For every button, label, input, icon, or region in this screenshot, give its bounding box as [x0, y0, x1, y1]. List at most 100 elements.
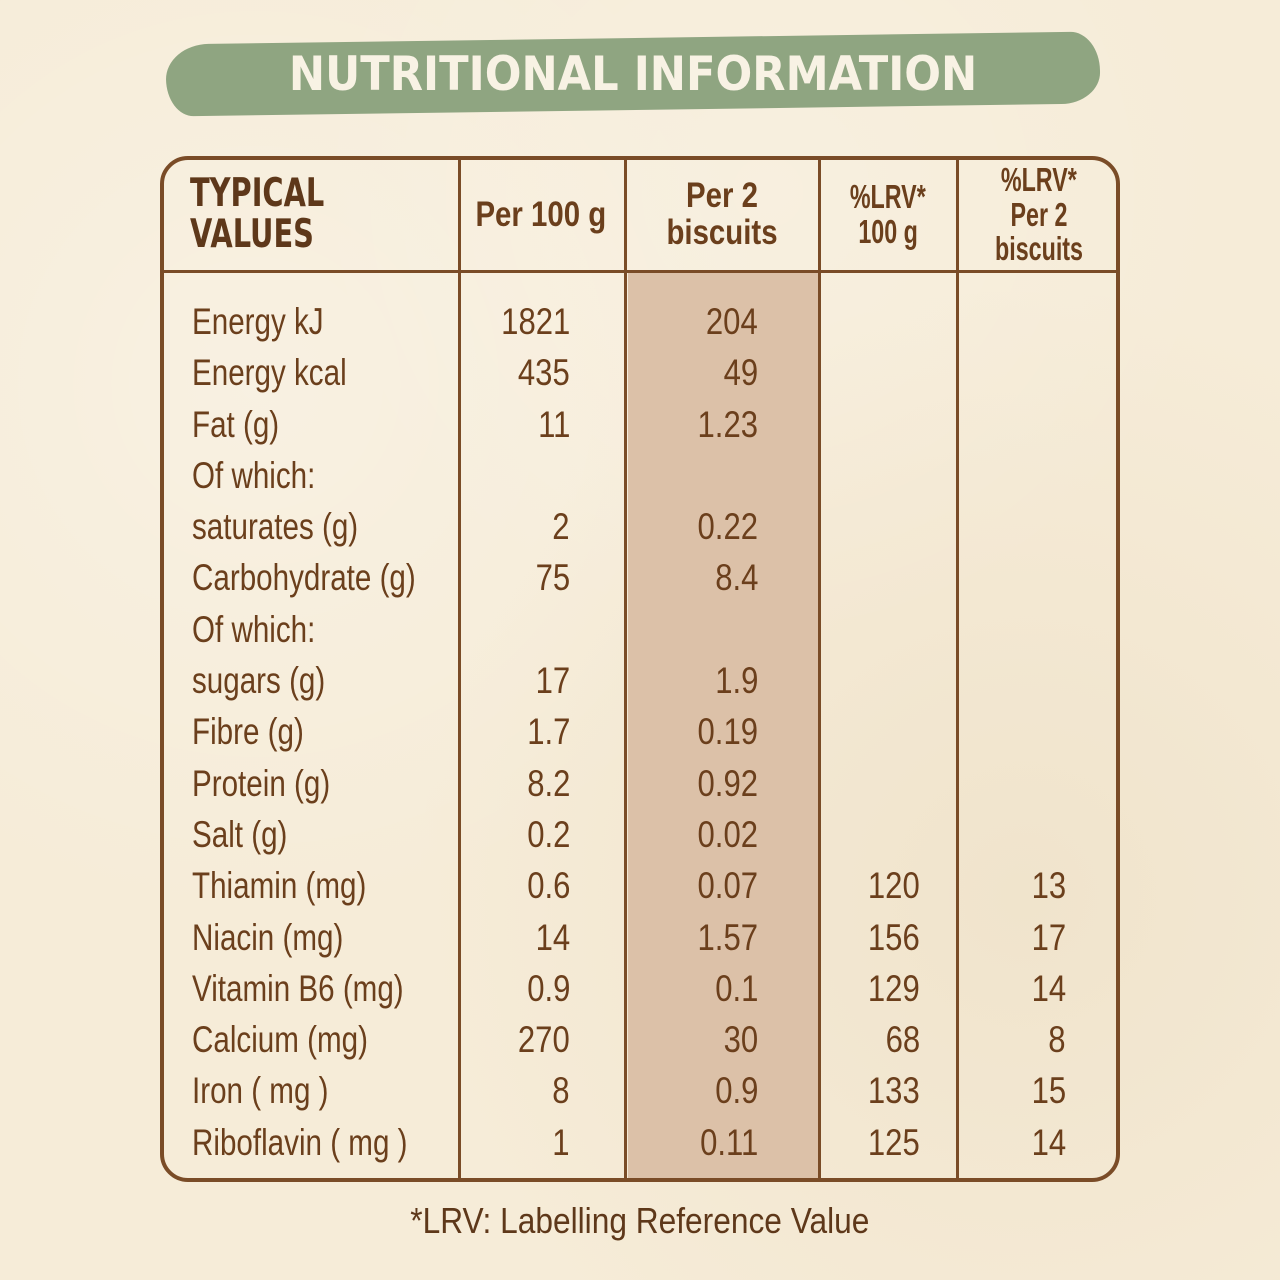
row-label: Niacin (mg) — [192, 916, 344, 958]
value-per-2-biscuits: 0.02 — [697, 813, 758, 855]
value-per-2-biscuits: 1.9 — [714, 660, 758, 702]
value-per-2-biscuits: 0.11 — [699, 1121, 758, 1163]
value-per-2-biscuits: 30 — [723, 1019, 758, 1061]
table-body: Energy kJ 1821 204 Energy kcal 435 49 Fat (g… — [164, 296, 1116, 1168]
row-label: saturates (g) — [192, 506, 359, 548]
value-lrv-100g: 68 — [885, 1019, 920, 1061]
value-lrv-per-2-biscuits: 13 — [1031, 865, 1066, 907]
row-label: Energy kJ — [192, 301, 324, 342]
value-per-2-biscuits: 49 — [723, 352, 758, 394]
row-label: Fat (g) — [192, 403, 280, 445]
value-per-100g: 0.2 — [526, 813, 570, 855]
row-label: Iron ( mg ) — [192, 1070, 329, 1112]
table-row: Thiamin (mg) 0.6 0.07 120 13 — [164, 860, 1116, 911]
value-lrv-100g: 129 — [868, 967, 920, 1009]
value-per-100g: 8 — [552, 1070, 570, 1112]
value-per-100g: 8.2 — [526, 762, 570, 804]
table-row: Fibre (g) 1.7 0.19 — [164, 706, 1116, 757]
value-per-100g: 435 — [518, 352, 570, 394]
table-row: Fat (g) 11 1.23 — [164, 399, 1116, 450]
table-row: Of which: — [164, 604, 1116, 655]
value-per-2-biscuits: 0.22 — [697, 506, 758, 548]
header-typical-line2: VALUES — [190, 212, 314, 257]
value-per-100g: 75 — [535, 557, 570, 599]
header-per-2-biscuits: Per 2 biscuits — [626, 160, 818, 270]
column-divider — [956, 160, 959, 1178]
nutrition-table: TYPICAL VALUES Per 100 g Per 2 biscuits … — [160, 156, 1120, 1182]
header-lrv-2-line1: %LRV* — [1001, 161, 1077, 199]
table-row: Carbohydrate (g) 75 8.4 — [164, 552, 1116, 603]
column-divider — [818, 160, 821, 1178]
value-lrv-per-2-biscuits: 17 — [1031, 916, 1066, 958]
header-divider — [164, 270, 1116, 273]
table-row: Riboflavin ( mg ) 1 0.11 125 14 — [164, 1117, 1116, 1168]
value-per-100g: 17 — [535, 660, 570, 702]
value-per-100g: 0.6 — [526, 865, 570, 907]
header-typical-line1: TYPICAL — [190, 171, 325, 217]
header-per-100g: Per 100 g — [460, 160, 622, 270]
title-banner: NUTRITIONAL INFORMATION — [165, 31, 1101, 117]
value-per-2-biscuits: 0.92 — [697, 762, 758, 804]
table-row: saturates (g) 2 0.22 — [164, 501, 1116, 552]
row-label: sugars (g) — [192, 660, 326, 702]
value-lrv-per-2-biscuits: 14 — [1031, 1121, 1066, 1163]
header-lrv-per-2-biscuits: %LRV* Per 2 biscuits — [958, 160, 1116, 270]
table-row: Niacin (mg) 14 1.57 156 17 — [164, 912, 1116, 963]
per-2-biscuits-column-shading — [628, 272, 818, 1178]
table-row: Vitamin B6 (mg) 0.9 0.1 129 14 — [164, 963, 1116, 1014]
value-per-100g: 14 — [535, 916, 570, 958]
table-row: Salt (g) 0.2 0.02 — [164, 809, 1116, 860]
value-per-100g: 0.9 — [526, 967, 570, 1009]
value-per-100g: 11 — [537, 403, 570, 445]
row-label: Fibre (g) — [192, 711, 304, 753]
row-label: Protein (g) — [192, 762, 331, 804]
row-label: Salt (g) — [192, 813, 288, 855]
header-lrv-2-line2: Per 2 biscuits — [994, 195, 1083, 268]
value-lrv-100g: 125 — [868, 1121, 920, 1163]
value-per-2-biscuits: 1.57 — [697, 916, 758, 958]
table-row: Of which: — [164, 450, 1116, 501]
value-per-100g: 1.7 — [526, 711, 570, 753]
value-lrv-per-2-biscuits: 14 — [1031, 967, 1066, 1009]
value-lrv-per-2-biscuits: 15 — [1031, 1070, 1066, 1112]
value-per-2-biscuits: 0.9 — [714, 1070, 758, 1112]
column-divider — [624, 160, 627, 1178]
row-label: Carbohydrate (g) — [192, 557, 416, 599]
row-label: Energy kcal — [192, 352, 347, 394]
column-divider — [458, 160, 461, 1178]
value-per-2-biscuits: 1.23 — [697, 403, 758, 445]
row-label: Of which: — [192, 454, 316, 496]
page-title: NUTRITIONAL INFORMATION — [288, 46, 978, 102]
value-lrv-per-2-biscuits: 8 — [1048, 1019, 1066, 1061]
row-label: Of which: — [192, 608, 316, 650]
header-lrv-100g-line2: 100 g — [858, 213, 918, 250]
value-lrv-100g: 156 — [868, 916, 920, 958]
row-label: Calcium (mg) — [192, 1019, 368, 1061]
value-per-2-biscuits: 0.1 — [714, 967, 758, 1009]
header-typical-values: TYPICAL VALUES — [190, 160, 450, 270]
value-per-100g: 1821 — [500, 301, 570, 342]
row-label: Riboflavin ( mg ) — [192, 1121, 408, 1163]
value-per-2-biscuits: 204 — [706, 301, 758, 342]
row-label: Thiamin (mg) — [192, 865, 367, 907]
footnote: *LRV: Labelling Reference Value — [0, 1200, 1280, 1242]
table-row: sugars (g) 17 1.9 — [164, 655, 1116, 706]
table-row: Protein (g) 8.2 0.92 — [164, 758, 1116, 809]
header-per-100g-text: Per 100 g — [475, 194, 607, 234]
value-per-2-biscuits: 8.4 — [714, 557, 758, 599]
header-lrv-100g: %LRV* 100 g — [820, 160, 956, 270]
table-row: Calcium (mg) 270 30 68 8 — [164, 1014, 1116, 1065]
table-row: Iron ( mg ) 8 0.9 133 15 — [164, 1065, 1116, 1116]
footnote-text: *LRV: Labelling Reference Value — [410, 1200, 870, 1241]
value-per-100g: 270 — [518, 1019, 570, 1061]
table-row: Energy kJ 1821 204 — [164, 296, 1116, 347]
header-per-2-biscuits-text: Per 2 biscuits — [666, 176, 778, 252]
value-lrv-100g: 133 — [868, 1070, 920, 1112]
header-lrv-100g-line1: %LRV* — [850, 178, 926, 216]
value-per-100g: 1 — [552, 1121, 570, 1163]
value-per-2-biscuits: 0.07 — [697, 865, 758, 907]
value-per-100g: 2 — [552, 506, 570, 548]
value-per-2-biscuits: 0.19 — [697, 711, 758, 753]
table-row: Energy kcal 435 49 — [164, 347, 1116, 398]
row-label: Vitamin B6 (mg) — [192, 967, 404, 1009]
